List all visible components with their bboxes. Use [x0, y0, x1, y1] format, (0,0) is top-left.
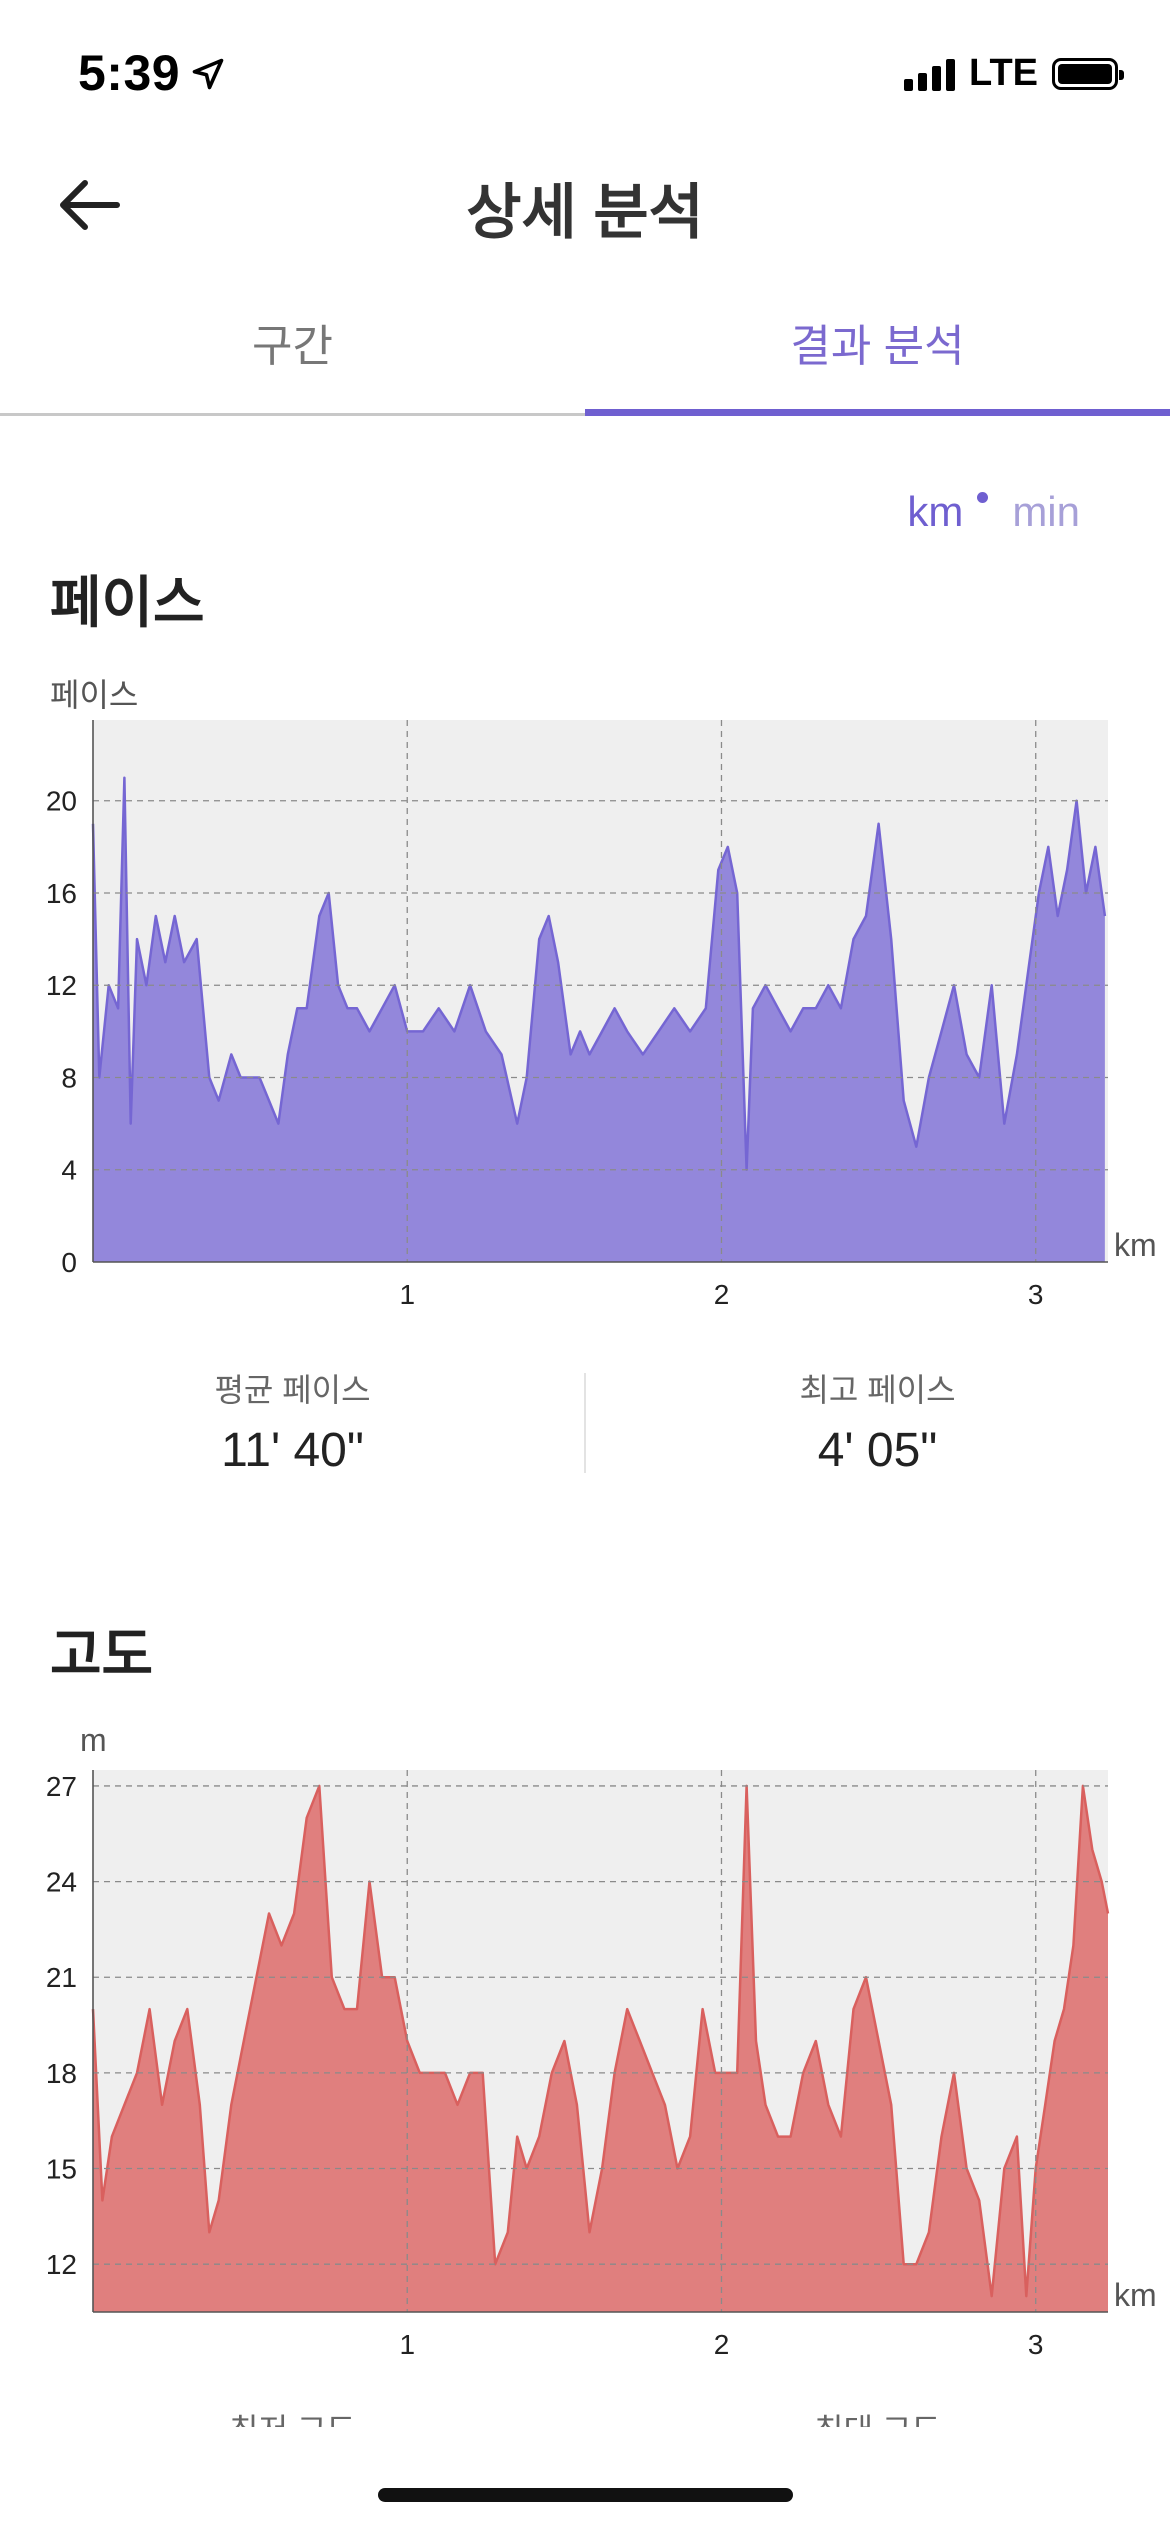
tab-result-analysis[interactable]: 결과 분석	[790, 322, 965, 371]
battery-icon	[1052, 57, 1124, 90]
stats-divider	[584, 1373, 586, 1473]
page-title: 상세 분석	[466, 179, 704, 246]
pace-y-tick-1: 4	[61, 1155, 77, 1186]
elevation-y-tick-5: 27	[46, 1771, 77, 1802]
pace-section-title: 페이스	[50, 571, 205, 634]
pace-stats: 평균 페이스 11' 40" 최고 페이스 4' 05"	[0, 1365, 1170, 1478]
unit-min-option[interactable]: min	[1012, 488, 1080, 535]
elevation-x-tick-2: 3	[1028, 2329, 1044, 2360]
elevation-y-axis-title: m	[80, 1722, 107, 1758]
pace-x-unit-label: km	[1114, 1227, 1157, 1263]
nav-bar: 상세 분석	[0, 150, 1170, 260]
pace-y-tick-0: 0	[61, 1247, 77, 1278]
active-tab-indicator	[585, 409, 1170, 416]
pace-y-tick-4: 16	[46, 878, 77, 909]
status-time: 5:39	[78, 45, 181, 101]
elevation-y-tick-0: 12	[46, 2249, 77, 2280]
pace-y-axis-title: 페이스	[50, 677, 139, 713]
max-elevation-label: 최대 고도	[585, 2405, 1170, 2427]
pace-area	[93, 777, 1105, 1262]
avg-pace-label: 평균 페이스	[214, 1372, 371, 1408]
selected-unit-dot	[977, 492, 989, 503]
back-arrow-icon[interactable]	[55, 175, 125, 235]
pace-x-tick-1: 2	[714, 1279, 730, 1310]
elevation-series-line	[91, 1784, 1110, 2298]
unit-km-option[interactable]: km	[907, 488, 964, 535]
best-pace-label: 최고 페이스	[799, 1372, 956, 1408]
elevation-area	[93, 1785, 1108, 2312]
network-type: LTE	[969, 52, 1038, 94]
elevation-y-tick-4: 24	[46, 1867, 77, 1898]
unit-toggle[interactable]: km min	[907, 488, 1080, 536]
status-bar: 5:39 LTE	[0, 0, 1170, 150]
min-elevation-label: 최저 고도	[0, 2405, 585, 2427]
pace-y-tick-3: 12	[46, 970, 77, 1001]
elevation-y-tick-2: 18	[46, 2058, 77, 2089]
elevation-x-unit-label: km	[1114, 2277, 1157, 2313]
status-indicators: LTE	[904, 52, 1124, 95]
pace-y-tick-2: 8	[61, 1062, 77, 1093]
location-arrow-icon	[192, 58, 224, 90]
best-pace-stat: 최고 페이스 4' 05"	[585, 1365, 1170, 1478]
tab-bar: 구간 결과 분석	[0, 290, 1170, 416]
pace-x-tick-2: 3	[1028, 1279, 1044, 1310]
elevation-x-tick-1: 2	[714, 2329, 730, 2360]
elevation-y-tick-1: 15	[46, 2154, 77, 2185]
pace-series-line	[91, 776, 1107, 1171]
elevation-x-tick-0: 1	[399, 2329, 415, 2360]
avg-pace-stat: 평균 페이스 11' 40"	[0, 1365, 585, 1478]
avg-pace-value: 11' 40"	[221, 1424, 364, 1477]
tab-segments[interactable]: 구간	[252, 322, 333, 371]
cellular-signal-icon	[904, 57, 956, 91]
pace-x-tick-0: 1	[399, 1279, 415, 1310]
elevation-section-title: 고도	[50, 1623, 154, 1686]
home-indicator	[378, 2488, 793, 2502]
best-pace-value: 4' 05"	[817, 1424, 938, 1477]
elevation-y-tick-3: 21	[46, 1962, 77, 1993]
pace-y-tick-5: 20	[46, 786, 77, 817]
